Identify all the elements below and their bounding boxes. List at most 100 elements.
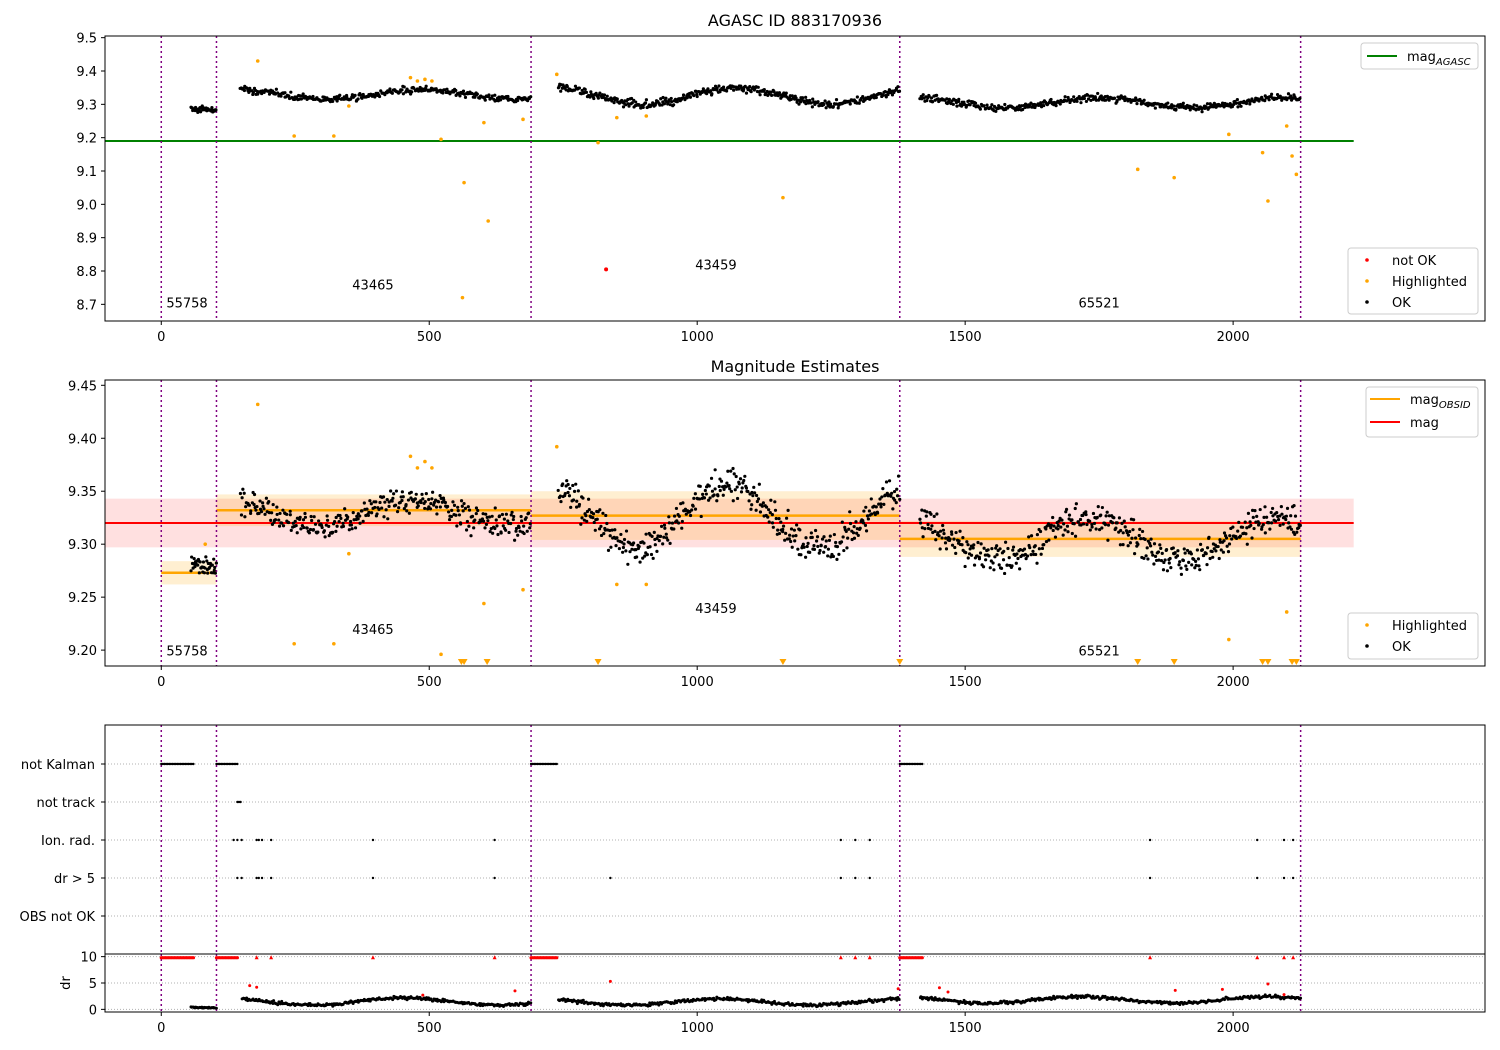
ok-point [353,93,357,97]
ok-point [1088,519,1092,523]
ok-point [247,503,251,507]
dr-red-point [1173,988,1177,992]
ok-point [773,508,778,512]
dr-point [214,1006,218,1010]
ok-point [1112,516,1116,520]
flag-point [839,838,843,842]
dr-red-point [1282,993,1286,997]
ok-point [394,489,399,493]
dr-clipped-point [838,955,843,960]
panel-flags: not Kalman not track Ion. rad. dr > 5 OBS no… [20,724,1486,955]
ok-point [1198,542,1203,546]
ok-point [493,506,497,510]
legend-bottom [1347,612,1479,660]
ok-point [459,522,463,526]
ok-point [1153,554,1158,558]
ok-point [486,519,490,523]
ok-point [443,500,447,505]
ok-point [1091,511,1096,516]
ok-point [938,547,942,551]
ok-point [1003,571,1007,576]
ok-point [581,496,585,500]
ok-point [474,511,478,516]
dr-point [657,1003,661,1007]
ok-point [1237,520,1241,524]
ok-point [732,472,736,476]
ok-point [464,528,469,532]
ok-point [790,545,794,549]
ok-point [350,527,354,531]
ok-point [358,93,363,97]
ok-point [1049,523,1053,527]
ok-point [878,497,882,501]
highlighted-point [1290,154,1294,158]
ok-point [664,96,668,100]
ok-point [1142,98,1146,102]
ok-point [1179,572,1184,576]
flag-row-label: Ion. rad. [41,834,95,849]
ok-point [767,508,771,512]
ok-point [855,531,859,535]
clipped-low-marker [896,659,904,665]
ok-point [1099,94,1103,98]
ok-point [884,480,889,484]
ok-point [1016,556,1020,561]
ok-point [984,558,988,562]
ok-point [593,528,597,532]
ok-point [1205,102,1210,106]
ok-point [1286,92,1291,96]
ok-point [1131,528,1135,532]
ok-point [931,100,935,104]
ok-point [881,93,885,97]
ok-point [1056,527,1060,531]
ok-point [343,507,347,511]
ok-point [751,494,755,498]
ok-point [488,530,492,534]
ok-point [613,528,617,532]
flag-point [1148,876,1152,880]
ok-point [1057,519,1061,523]
ok-point [621,105,626,109]
ok-point [1289,527,1294,531]
dr-point [581,998,585,1002]
ok-point [697,497,702,501]
highlighted-point [521,587,525,592]
ok-point [951,102,955,106]
ok-point [1093,96,1098,100]
ok-point [395,510,400,514]
dr-red-point [1220,987,1224,991]
ok-point [524,516,528,520]
ok-point [1198,568,1202,572]
ok-point [626,562,630,566]
ok-point [596,96,600,100]
ok-point [657,539,661,543]
ok-point [781,530,785,534]
ok-point [920,526,924,530]
ok-point [957,539,961,543]
ok-point [933,529,937,533]
ok-point [466,505,470,509]
flag-point [854,838,857,842]
ok-point [828,534,832,538]
ok-point [1275,510,1279,515]
ok-point [624,103,628,107]
ok-point [487,93,491,97]
ok-point [624,549,628,553]
ok-point [434,505,439,509]
ok-point [797,102,801,106]
ok-point [347,528,351,532]
ok-point [1138,527,1142,531]
ok-point [416,504,420,508]
ok-point [381,495,386,499]
ok-point [809,101,813,105]
ok-point [1196,557,1201,561]
ok-point [799,553,803,557]
ok-point [390,91,394,95]
ok-point [502,517,506,521]
ok-point [779,520,783,524]
ok-point [258,499,262,503]
ok-point [817,551,821,555]
ok-point [1293,532,1297,537]
dr-point [1103,994,1107,998]
ok-point [1003,102,1007,107]
